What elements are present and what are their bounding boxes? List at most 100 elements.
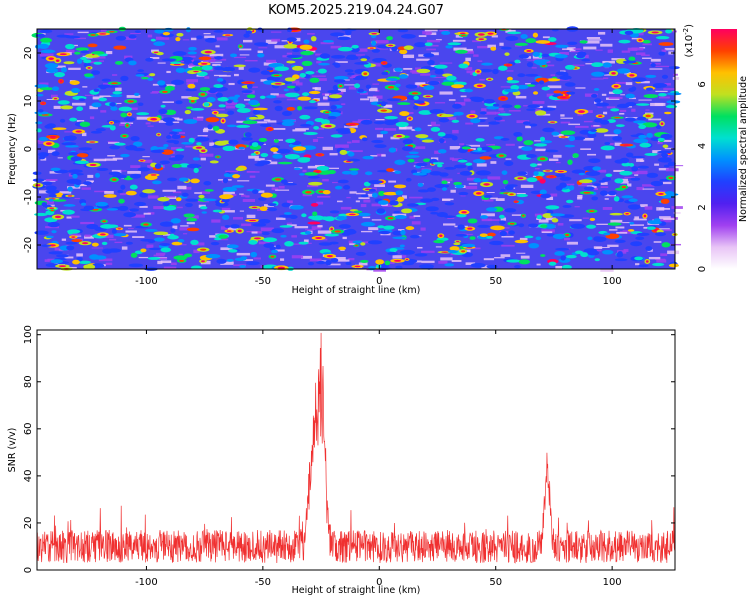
spectrogram-cell — [380, 130, 389, 135]
spectrogram-cell — [348, 86, 356, 90]
spectrogram-cell — [276, 148, 291, 154]
spectrogram-cell — [286, 200, 293, 204]
spectrogram-cell — [351, 140, 360, 143]
spectrogram-cell — [186, 217, 198, 222]
spectrogram-cell — [467, 247, 481, 250]
spectrogram-cell — [650, 137, 660, 142]
spectrogram-cell — [441, 178, 453, 182]
spectrogram-cell — [286, 106, 296, 111]
spectrogram-cell — [222, 186, 238, 192]
spectrogram-cell — [497, 113, 512, 116]
spectrogram-cell — [434, 150, 441, 154]
spectrogram-cell — [201, 260, 205, 263]
spectrogram-cell — [114, 142, 126, 146]
spectrogram-cell — [454, 184, 465, 189]
spectrogram-cell — [182, 233, 188, 235]
spectrogram-cell — [414, 253, 428, 257]
spectrogram-cell — [272, 154, 283, 159]
spectrogram-cell — [481, 265, 491, 269]
spectrogram-cell — [71, 87, 80, 94]
spectrogram-cell — [615, 124, 625, 128]
spectrogram-cell — [593, 183, 601, 187]
spectrogram-cell — [568, 123, 581, 126]
spectrogram-cell — [150, 149, 165, 153]
spectrogram-cell — [34, 212, 48, 217]
spectrogram-cell — [560, 130, 576, 136]
spectrogram-cell — [139, 192, 148, 198]
spectrogram-cell — [371, 203, 381, 207]
spectrogram-cell — [45, 189, 60, 194]
spectrogram-cell — [151, 91, 166, 93]
spectrogram-cell — [38, 136, 49, 142]
spectrogram-cell — [172, 128, 183, 132]
spectrogram-cell — [242, 199, 256, 202]
spectrogram-cell — [520, 34, 528, 39]
spectrogram-cell — [640, 159, 645, 162]
spectrogram-cell — [516, 192, 526, 195]
spectrogram-cell — [318, 242, 333, 246]
spectrogram-cell — [259, 95, 266, 100]
spectrogram-cell — [415, 162, 428, 167]
spectrogram-cell — [365, 84, 372, 89]
spectrogram-cell — [513, 131, 523, 137]
spectrogram-cell — [126, 124, 129, 127]
spectrogram-cell — [74, 160, 89, 165]
spectrogram-cell — [624, 176, 636, 179]
spectrogram-cell — [308, 181, 323, 186]
spectrogram-cell — [123, 116, 136, 122]
spectrogram-cell — [54, 215, 62, 219]
spectrogram-cell — [427, 80, 440, 86]
spectrogram-cell — [284, 241, 294, 247]
spectrogram-cell — [430, 121, 436, 125]
spectrogram-cell — [193, 249, 200, 254]
spectrogram-cell — [488, 121, 500, 125]
spectrogram-cell — [367, 240, 383, 245]
spectrogram-cell — [214, 140, 228, 146]
spectrogram-cell — [289, 214, 298, 220]
spectrogram-cell — [76, 106, 84, 112]
spectrogram-cell — [107, 155, 116, 157]
spectrogram-cell — [266, 76, 281, 82]
spectrogram-cell — [620, 94, 625, 96]
spectrogram-cell — [486, 207, 498, 212]
spectrogram-cell — [455, 49, 468, 54]
spectrogram-cell — [239, 210, 245, 212]
spectrogram-cell — [535, 148, 546, 152]
spectrogram-cell — [608, 91, 615, 94]
spectrogram-cell — [196, 71, 208, 77]
spectrogram-cell — [392, 236, 407, 240]
spectrogram-cell — [223, 191, 235, 195]
spectrogram-cell — [46, 98, 55, 100]
spectrogram-cell — [73, 44, 78, 47]
spectrogram-cell — [479, 233, 488, 238]
spectrogram-cell — [555, 185, 563, 191]
spectrogram-cell — [38, 156, 46, 160]
spectrogram-cell — [486, 144, 496, 146]
spectrogram-cell — [495, 111, 500, 115]
spectrogram-cell — [201, 149, 206, 152]
spectrogram-cell — [401, 261, 415, 266]
spectrogram-cell — [349, 242, 356, 246]
spectrogram-cell — [540, 254, 546, 257]
spectrogram-cell — [591, 93, 598, 98]
spectrogram-cell — [68, 67, 81, 70]
spectrogram-cell — [566, 199, 574, 204]
spectrogram-cell — [44, 259, 50, 262]
spectrogram-cell — [476, 84, 483, 87]
spectrogram-cell — [91, 51, 105, 55]
spectrogram-cell — [545, 78, 561, 82]
spectrogram-cell — [142, 189, 156, 194]
spectrogram-cell — [538, 80, 545, 85]
spectrogram-cell — [532, 51, 540, 57]
spectrogram-cell — [355, 251, 366, 256]
spectrogram-cell — [58, 265, 67, 268]
spectrogram-cell — [638, 124, 647, 129]
spectrogram-cell — [416, 82, 426, 85]
spectrogram-cell — [44, 124, 53, 129]
spectrogram-cell — [467, 227, 473, 230]
spectrogram-cell — [220, 247, 233, 251]
spectrogram-cell — [382, 62, 386, 65]
spectrogram-cell — [286, 60, 296, 64]
spectrogram-cell — [283, 212, 292, 215]
